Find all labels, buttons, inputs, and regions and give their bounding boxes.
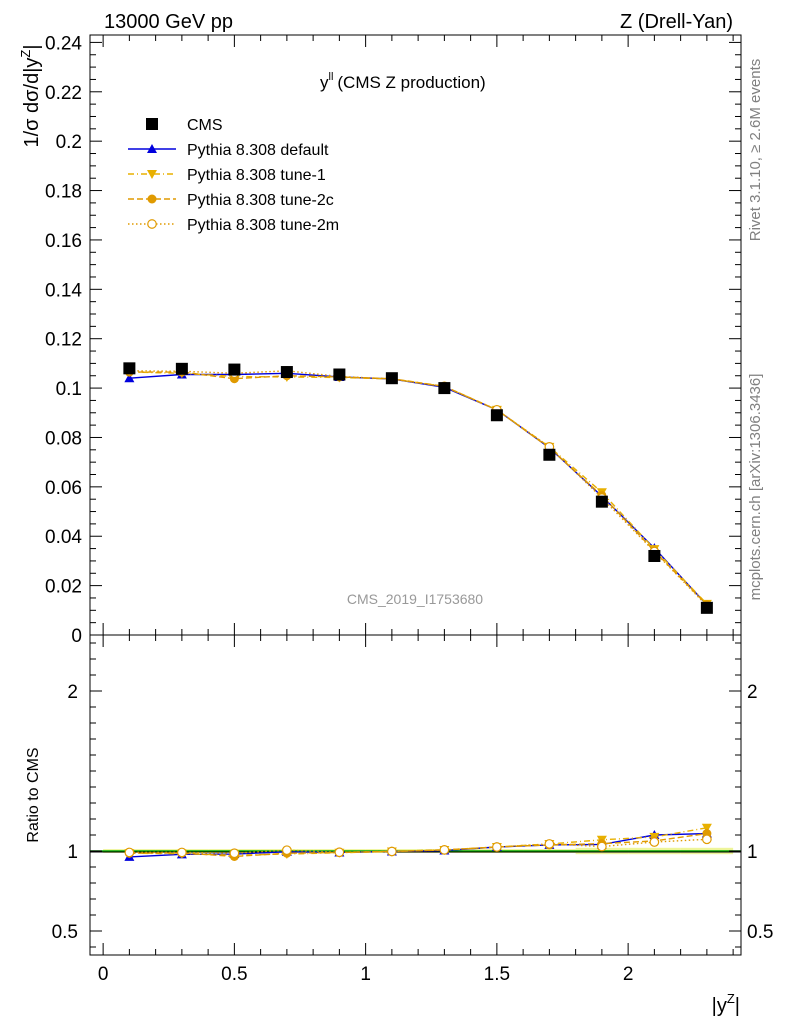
ratio-series-pythia-8-308-tune-2c xyxy=(124,829,712,861)
main-ytick-label: 0.06 xyxy=(45,478,82,499)
series-pythia-8-308-default xyxy=(124,368,712,609)
legend-label: CMS xyxy=(187,117,223,134)
rivet-version-label: Rivet 3.1.10, ≥ 2.6M events xyxy=(747,59,764,242)
ratio-point-pythia-8-308-tune-2m xyxy=(282,845,292,856)
point-cms xyxy=(123,362,136,375)
main-ytick-label: 0.12 xyxy=(45,330,82,351)
ratio-series-pythia-8-308-default xyxy=(124,828,712,861)
line-pythia-8-308-tune-2c xyxy=(129,371,708,606)
chart-title: yll (CMS Z production) xyxy=(320,71,486,92)
legend-item-pythia-8-308-tune-2c: Pythia 8.308 tune-2c xyxy=(128,192,334,209)
ratio-point-pythia-8-308-tune-1 xyxy=(701,823,712,833)
legend-label: Pythia 8.308 tune-1 xyxy=(187,167,326,184)
ratio-point-pythia-8-308-tune-2m xyxy=(597,841,607,852)
ratio-ytick-label-left: 0.5 xyxy=(52,922,78,943)
main-ytick-label: 0.18 xyxy=(45,182,82,203)
ratio-point-pythia-8-308-tune-2m xyxy=(229,848,240,859)
legend-item-pythia-8-308-tune-2m: Pythia 8.308 tune-2m xyxy=(128,217,339,234)
legend-marker xyxy=(147,194,157,204)
ratio-series-pythia-8-308-tune-2m xyxy=(124,834,712,859)
ratio-xtick-label: 1.5 xyxy=(484,964,510,985)
legend-marker xyxy=(147,144,157,153)
ratio-frame xyxy=(89,634,742,956)
legend-item-pythia-8-308-tune-1: Pythia 8.308 tune-1 xyxy=(128,167,326,184)
main-ytick-label: 0.2 xyxy=(56,132,82,153)
line-pythia-8-308-default xyxy=(129,372,708,606)
point-cms xyxy=(333,368,346,381)
ratio-ytick-label-right: 0.5 xyxy=(747,922,773,943)
header-left: 13000 GeV pp xyxy=(104,11,233,33)
legend-marker xyxy=(146,118,158,130)
main-ytick-label: 0.08 xyxy=(45,428,82,449)
legend-label: Pythia 8.308 tune-2c xyxy=(187,192,334,209)
point-cms xyxy=(648,549,661,562)
ratio-point-pythia-8-308-tune-2m xyxy=(702,834,712,845)
ratio-axis-ticks: 0.5 0.5 1 1 2 2 0 0.5 1 1.5 2 xyxy=(52,635,773,985)
legend-item-pythia-8-308-default: Pythia 8.308 default xyxy=(128,142,329,159)
main-ytick-label: 0.22 xyxy=(45,83,82,104)
legend-item-cms: CMS xyxy=(146,117,223,134)
point-cms xyxy=(280,366,293,379)
legend-label: Pythia 8.308 default xyxy=(187,142,329,159)
legend: CMS Pythia 8.308 default Pythia 8.308 tune… xyxy=(128,117,339,234)
main-ytick-label: 0.02 xyxy=(45,577,82,598)
ratio-ytick-label-left: 1 xyxy=(67,842,78,863)
point-cms xyxy=(543,448,556,461)
series-pythia-8-308-tune-2m xyxy=(124,365,712,611)
series-pythia-8-308-tune-1 xyxy=(124,368,712,609)
line-pythia-8-308-tune-2m xyxy=(129,370,708,607)
y-axis-label: 1/σ dσ/d|yZ| xyxy=(18,44,43,147)
ratio-point-pythia-8-308-tune-2m xyxy=(177,847,187,858)
series-cms xyxy=(123,362,713,614)
main-ytick-label: 0 xyxy=(71,626,82,647)
point-cms xyxy=(228,363,241,376)
point-cms xyxy=(438,382,451,395)
ratio-ytick-label-left: 2 xyxy=(67,682,78,703)
ratio-point-pythia-8-308-tune-2m xyxy=(439,845,450,855)
ratio-y-axis-label: Ratio to CMS xyxy=(25,747,42,842)
ratio-point-pythia-8-308-tune-2m xyxy=(544,839,555,849)
point-cms xyxy=(595,495,608,508)
point-pythia-8-308-default xyxy=(124,373,135,383)
ratio-point-pythia-8-308-tune-2m xyxy=(334,847,345,858)
main-ytick-label: 0.14 xyxy=(45,280,82,301)
ratio-point-pythia-8-308-tune-2m xyxy=(492,842,502,852)
ratio-panel: 0.5 0.5 1 1 2 2 0 0.5 1 1.5 2 Ratio to CMS |yZ| xyxy=(25,634,773,1017)
main-ytick-label: 0.04 xyxy=(45,527,82,548)
line-pythia-8-308-tune-1 xyxy=(129,371,708,605)
main-axis-ticks: 0 0.02 0.04 0.06 0.08 0.1 0.12 0.14 0.16 0.18 0.2 0… xyxy=(45,33,741,647)
mcplots-label: mcplots.cern.ch [arXiv:1306.3436] xyxy=(747,374,764,601)
main-panel: 0 0.02 0.04 0.06 0.08 0.1 0.12 0.14 0.16 0.18 0.2 0… xyxy=(18,33,742,647)
ratio-point-pythia-8-308-tune-2m xyxy=(649,837,660,847)
point-cms xyxy=(700,601,713,614)
ratio-ytick-label-right: 2 xyxy=(747,682,758,703)
legend-marker xyxy=(147,170,157,179)
main-series xyxy=(123,362,713,614)
ratio-xtick-label: 1 xyxy=(360,964,371,985)
legend-marker xyxy=(147,219,157,229)
header-right: Z (Drell-Yan) xyxy=(620,11,733,33)
ratio-point-pythia-8-308-tune-2m xyxy=(387,846,397,857)
ratio-line-pythia-8-308-tune-2m xyxy=(129,838,707,854)
ratio-xtick-label: 2 xyxy=(623,964,634,985)
point-cms xyxy=(175,362,188,375)
ratio-series xyxy=(124,823,712,861)
main-ytick-label: 0.16 xyxy=(45,231,82,252)
analysis-watermark: CMS_2019_I1753680 xyxy=(347,591,483,607)
main-ytick-label: 0.24 xyxy=(45,33,82,54)
legend-label: Pythia 8.308 tune-2m xyxy=(187,217,339,234)
point-cms xyxy=(385,372,398,385)
ratio-point-pythia-8-308-tune-2m xyxy=(124,847,135,858)
main-ytick-label: 0.1 xyxy=(56,379,82,400)
ratio-ytick-label-right: 1 xyxy=(747,842,758,863)
ratio-xtick-label: 0 xyxy=(98,964,109,985)
series-pythia-8-308-tune-2c xyxy=(124,367,712,610)
x-axis-label: |yZ| xyxy=(712,991,740,1017)
ratio-xtick-label: 0.5 xyxy=(221,964,247,985)
point-cms xyxy=(490,409,503,422)
